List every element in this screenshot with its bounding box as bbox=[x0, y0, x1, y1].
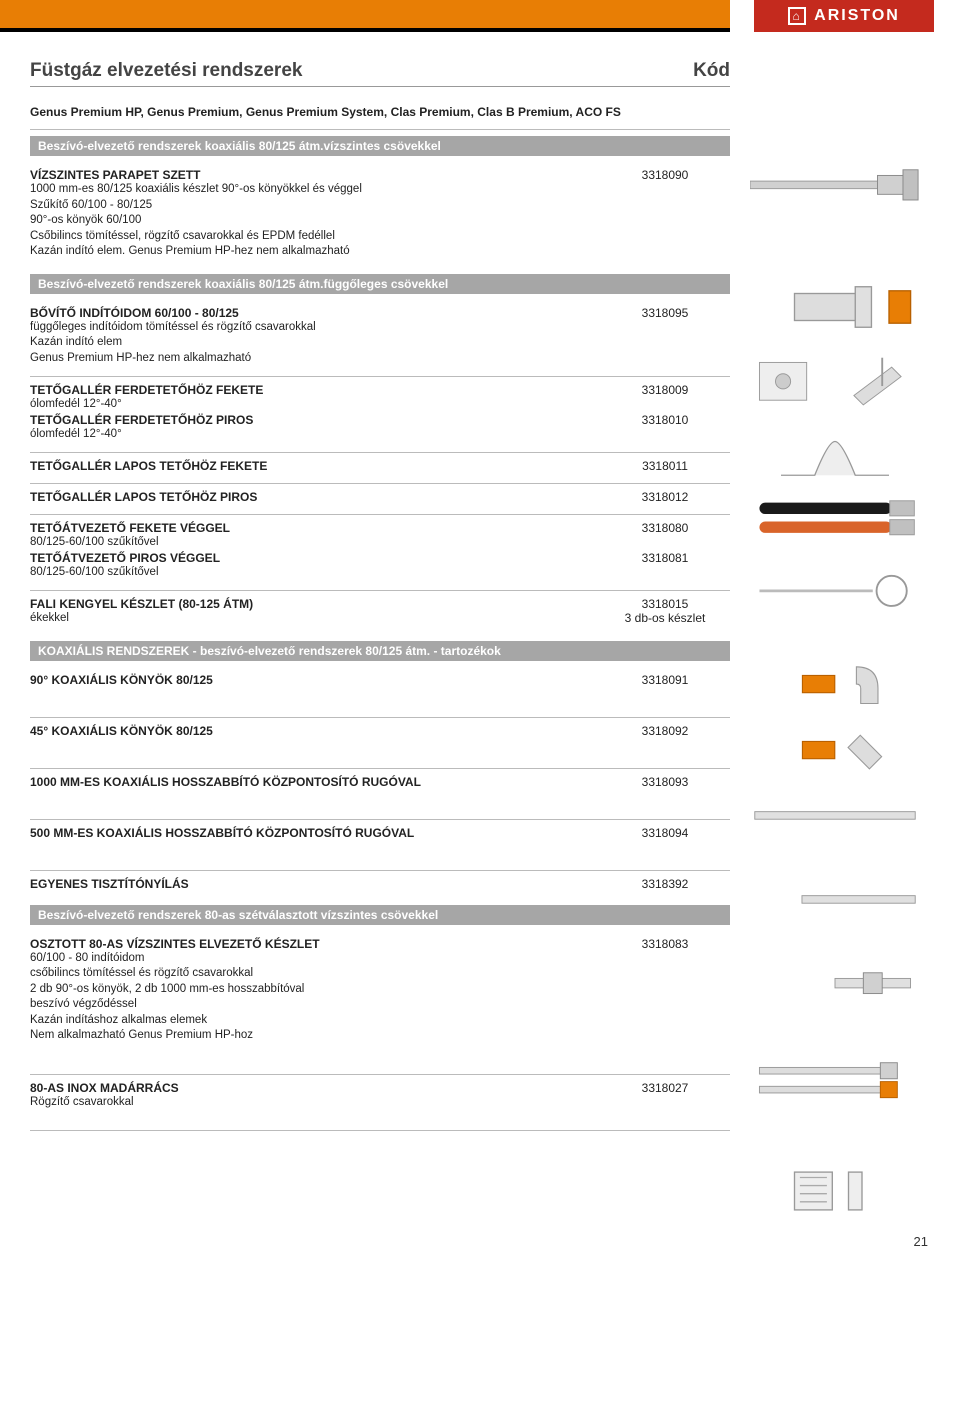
thumb-starter-icon bbox=[750, 280, 920, 334]
item-detail: ólomfedél 12°-40° bbox=[30, 427, 580, 443]
item-detail: 60/100 - 80 indítóidom bbox=[30, 951, 580, 967]
thumb-elbow45-icon bbox=[750, 722, 920, 776]
section-header: Beszívó-elvezető rendszerek koaxiális 80… bbox=[30, 274, 730, 294]
thumb-flat-collar-icon bbox=[750, 428, 920, 482]
item: 80-AS INOX MADÁRRÁCS Rögzítő csavarokkal… bbox=[30, 1074, 730, 1111]
item: 90° KOAXIÁLIS KÖNYÖK 80/125 3318091 bbox=[30, 667, 730, 687]
item-title: FALI KENGYEL KÉSZLET (80-125 ÁTM) bbox=[30, 597, 580, 611]
item-code: 3318392 bbox=[600, 877, 730, 891]
item-detail: Kazán indító elem. Genus Premium HP-hez … bbox=[30, 244, 580, 260]
item: FALI KENGYEL KÉSZLET (80-125 ÁTM) ékekke… bbox=[30, 590, 730, 627]
item-title: 80-AS INOX MADÁRRÁCS bbox=[30, 1081, 580, 1095]
title-row: Füstgáz elvezetési rendszerek Kód bbox=[30, 60, 730, 87]
item-code: 3318095 bbox=[600, 306, 730, 367]
brand-home-icon: ⌂ bbox=[788, 7, 806, 25]
item: EGYENES TISZTÍTÓNYÍLÁS 3318392 bbox=[30, 870, 730, 891]
item: OSZTOTT 80-AS VÍZSZINTES ELVEZETŐ KÉSZLE… bbox=[30, 931, 730, 1044]
thumb-ext500-icon bbox=[750, 872, 920, 926]
thumb-parapet-icon bbox=[750, 158, 920, 212]
item-code: 3318091 bbox=[600, 673, 730, 687]
thumb-inspection-icon bbox=[750, 956, 920, 1010]
item-detail: beszívó végződéssel bbox=[30, 997, 580, 1013]
item-title: OSZTOTT 80-AS VÍZSZINTES ELVEZETŐ KÉSZLE… bbox=[30, 937, 580, 951]
item-title: VÍZSZINTES PARAPET SZETT bbox=[30, 168, 580, 182]
item-code: 3318009 bbox=[600, 383, 730, 413]
item-code: 3318093 bbox=[600, 775, 730, 789]
item-detail: ékekkel bbox=[30, 611, 580, 627]
item: 45° KOAXIÁLIS KÖNYÖK 80/125 3318092 bbox=[30, 717, 730, 738]
item-detail: Szűkítő 60/100 - 80/125 bbox=[30, 198, 580, 214]
item-code: 3318080 bbox=[600, 521, 730, 551]
thumb-terminals-icon bbox=[750, 494, 920, 544]
topbar: ⌂ ARISTON bbox=[0, 0, 960, 32]
item-detail: Csőbilincs tömítéssel, rögzítő csavarokk… bbox=[30, 229, 580, 245]
item-title: TETŐGALLÉR FERDETETŐHÖZ PIROS bbox=[30, 413, 580, 427]
item-title: BŐVÍTŐ INDÍTÓIDOM 60/100 - 80/125 bbox=[30, 306, 580, 320]
item-code-secondary: 3 db-os készlet bbox=[600, 611, 730, 625]
item: 1000 MM-ES KOAXIÁLIS HOSSZABBÍTÓ KÖZPONT… bbox=[30, 768, 730, 789]
item-title: 1000 MM-ES KOAXIÁLIS HOSSZABBÍTÓ KÖZPONT… bbox=[30, 775, 580, 789]
item-detail: Kazán indító elem bbox=[30, 335, 580, 351]
item-code: 3318015 bbox=[600, 597, 730, 611]
thumb-clamp-icon bbox=[750, 564, 920, 618]
item-code: 3318090 bbox=[600, 168, 730, 260]
item-detail: csőbilincs tömítéssel és rögzítő csavaro… bbox=[30, 966, 580, 982]
item: TETŐGALLÉR FERDETETŐHÖZ FEKETE ólomfedél… bbox=[30, 376, 730, 442]
page-number: 21 bbox=[0, 1224, 960, 1259]
item: TETŐÁTVEZETŐ FEKETE VÉGGEL 80/125-60/100… bbox=[30, 514, 730, 580]
thumb-grille-icon bbox=[750, 1164, 920, 1218]
thumb-elbow90-icon bbox=[750, 656, 920, 710]
section-header: Beszívó-elvezető rendszerek 80-as szétvá… bbox=[30, 905, 730, 925]
item-detail: Nem alkalmazható Genus Premium HP-hoz bbox=[30, 1028, 580, 1044]
item: VÍZSZINTES PARAPET SZETT 1000 mm-es 80/1… bbox=[30, 162, 730, 260]
item-detail: 1000 mm-es 80/125 koaxiális készlet 90°-… bbox=[30, 182, 580, 198]
subtitle: Genus Premium HP, Genus Premium, Genus P… bbox=[30, 105, 730, 119]
item-detail: Kazán indításhoz alkalmas elemek bbox=[30, 1013, 580, 1029]
thumbnail-column bbox=[730, 32, 930, 1224]
item-code: 3318083 bbox=[600, 937, 730, 1044]
item-title: TETŐÁTVEZETŐ FEKETE VÉGGEL bbox=[30, 521, 580, 535]
item-code: 3318011 bbox=[600, 459, 730, 473]
thumb-roof-collar-icon bbox=[750, 346, 920, 416]
item: 500 MM-ES KOAXIÁLIS HOSSZABBÍTÓ KÖZPONTO… bbox=[30, 819, 730, 840]
item-code: 3318012 bbox=[600, 490, 730, 504]
item: TETŐGALLÉR LAPOS TETŐHÖZ PIROS 3318012 bbox=[30, 483, 730, 504]
brand-text: ARISTON bbox=[814, 7, 900, 25]
thumb-ext1000-icon bbox=[750, 788, 920, 842]
brand-badge: ⌂ ARISTON bbox=[754, 0, 934, 32]
item-title: EGYENES TISZTÍTÓNYÍLÁS bbox=[30, 877, 580, 891]
item-title: 90° KOAXIÁLIS KÖNYÖK 80/125 bbox=[30, 673, 580, 687]
item-title: TETŐGALLÉR LAPOS TETŐHÖZ PIROS bbox=[30, 490, 580, 504]
item-detail: Genus Premium HP-hez nem alkalmazható bbox=[30, 351, 580, 367]
item: BŐVÍTŐ INDÍTÓIDOM 60/100 - 80/125 függől… bbox=[30, 300, 730, 367]
item-detail: Rögzítő csavarokkal bbox=[30, 1095, 580, 1111]
item-detail: 2 db 90°-os könyök, 2 db 1000 mm-es hoss… bbox=[30, 982, 580, 998]
item-code: 3318094 bbox=[600, 826, 730, 840]
item-code: 3318081 bbox=[600, 551, 730, 581]
item-detail: 90°-os könyök 60/100 bbox=[30, 213, 580, 229]
item: TETŐGALLÉR LAPOS TETŐHÖZ FEKETE 3318011 bbox=[30, 452, 730, 473]
item-code: 3318027 bbox=[600, 1081, 730, 1111]
main-content: Füstgáz elvezetési rendszerek Kód Genus … bbox=[0, 32, 730, 1224]
item-detail: 80/125-60/100 szűkítővel bbox=[30, 535, 580, 551]
item-code: 3318092 bbox=[600, 724, 730, 738]
item-detail: ólomfedél 12°-40° bbox=[30, 397, 580, 413]
kod-label: Kód bbox=[693, 60, 730, 82]
section-header: Beszívó-elvezető rendszerek koaxiális 80… bbox=[30, 136, 730, 156]
item-title: TETŐÁTVEZETŐ PIROS VÉGGEL bbox=[30, 551, 580, 565]
item-title: 500 MM-ES KOAXIÁLIS HOSSZABBÍTÓ KÖZPONTO… bbox=[30, 826, 580, 840]
item-detail: 80/125-60/100 szűkítővel bbox=[30, 565, 580, 581]
item-code: 3318010 bbox=[600, 413, 730, 443]
item-detail: függőleges indítóidom tömítéssel és rögz… bbox=[30, 320, 580, 336]
thumb-twinpipe-icon bbox=[750, 1052, 920, 1112]
item-title: TETŐGALLÉR FERDETETŐHÖZ FEKETE bbox=[30, 383, 580, 397]
item-title: 45° KOAXIÁLIS KÖNYÖK 80/125 bbox=[30, 724, 580, 738]
section-header: KOAXIÁLIS RENDSZEREK - beszívó-elvezető … bbox=[30, 641, 730, 661]
orange-bar bbox=[0, 0, 730, 32]
item-title: TETŐGALLÉR LAPOS TETŐHÖZ FEKETE bbox=[30, 459, 580, 473]
page-title: Füstgáz elvezetési rendszerek bbox=[30, 60, 302, 82]
